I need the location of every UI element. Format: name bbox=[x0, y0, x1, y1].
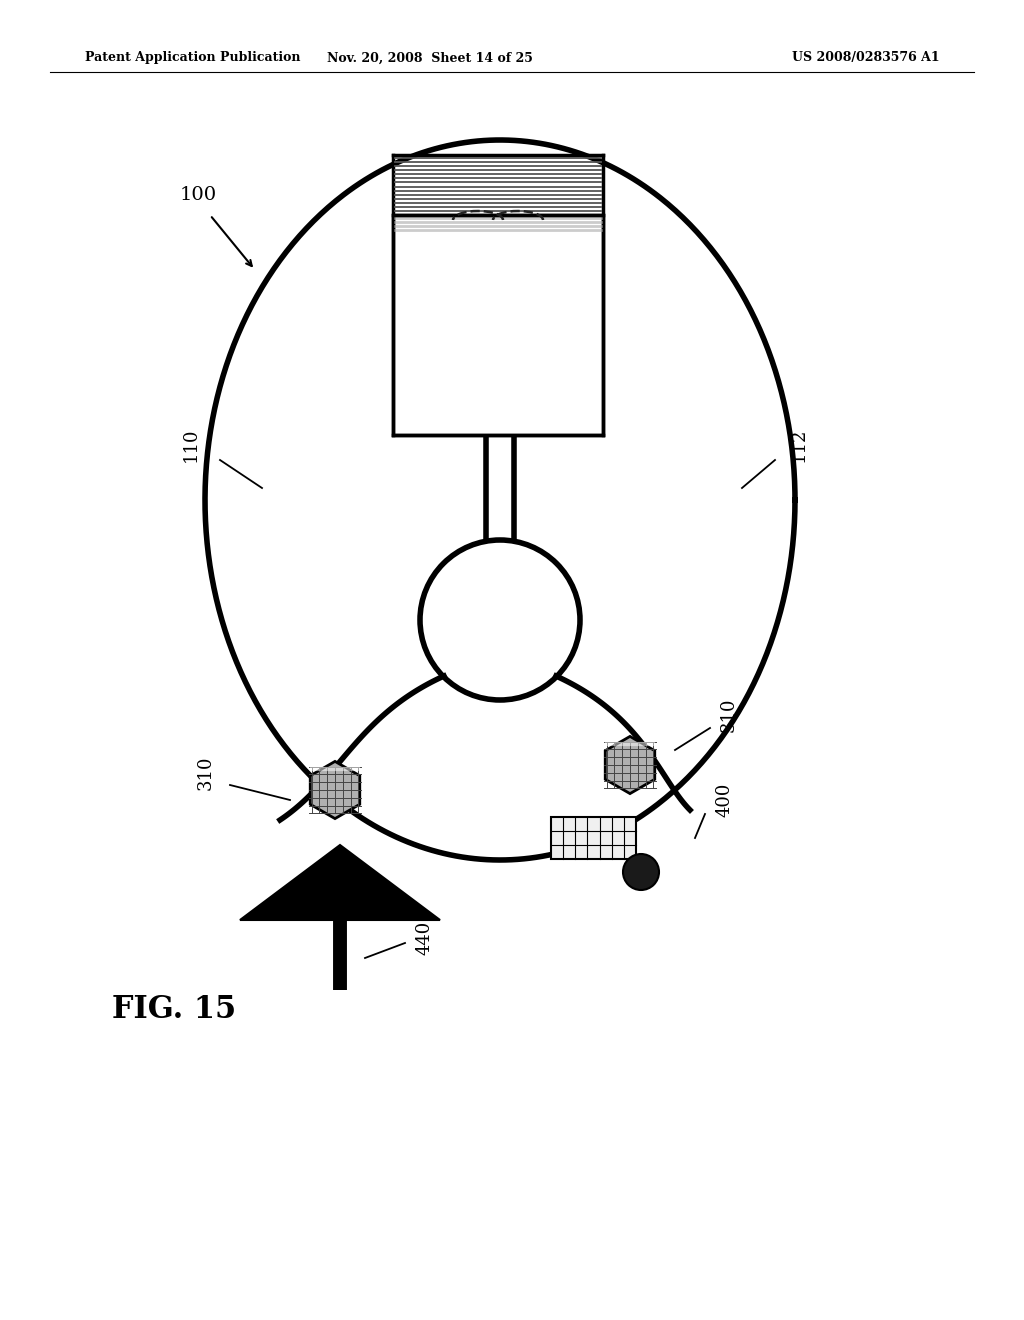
Bar bbox=[551, 817, 636, 859]
Text: 400: 400 bbox=[715, 783, 733, 817]
Text: US 2008/0283576 A1: US 2008/0283576 A1 bbox=[793, 51, 940, 65]
Text: 100: 100 bbox=[179, 186, 216, 205]
Text: Patent Application Publication: Patent Application Publication bbox=[85, 51, 300, 65]
Text: FIG. 15: FIG. 15 bbox=[112, 994, 237, 1026]
Polygon shape bbox=[605, 737, 654, 793]
Bar bbox=[393, 215, 603, 436]
Polygon shape bbox=[240, 845, 440, 920]
Circle shape bbox=[623, 854, 659, 890]
Polygon shape bbox=[310, 762, 359, 818]
Text: 440: 440 bbox=[415, 921, 433, 956]
Text: 310: 310 bbox=[197, 756, 215, 791]
Text: 112: 112 bbox=[790, 428, 808, 462]
Text: 310: 310 bbox=[720, 698, 738, 733]
Text: 110: 110 bbox=[182, 428, 200, 462]
Text: Nov. 20, 2008  Sheet 14 of 25: Nov. 20, 2008 Sheet 14 of 25 bbox=[327, 51, 532, 65]
